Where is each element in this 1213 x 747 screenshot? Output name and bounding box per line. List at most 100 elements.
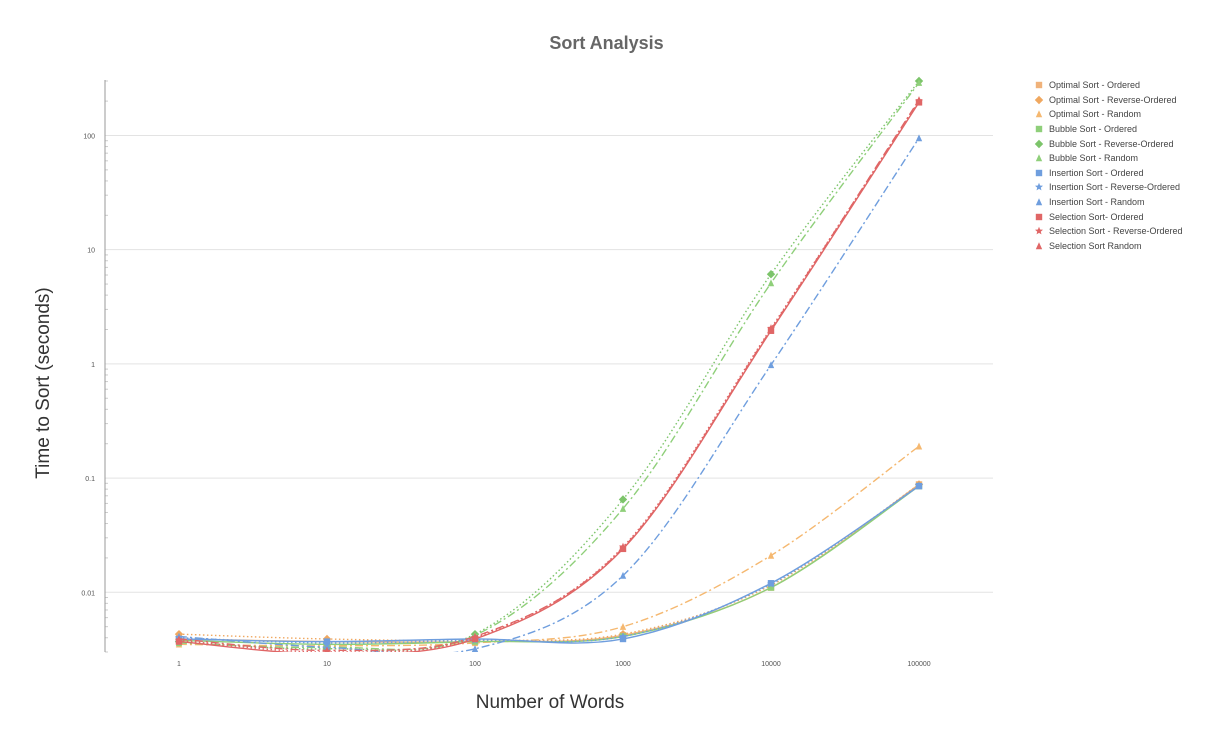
legend-label: Selection Sort - Reverse-Ordered [1049, 226, 1183, 237]
data-point [767, 584, 775, 591]
data-point [767, 361, 775, 369]
data-point [471, 645, 479, 652]
data-point [915, 96, 923, 104]
data-point [323, 638, 331, 647]
y-tick-label: 0.01 [81, 590, 95, 597]
legend-marker-icon [1035, 110, 1043, 118]
x-axis-label: Number of Words [475, 692, 625, 713]
legend-marker-icon [1035, 154, 1043, 162]
series-line [178, 101, 920, 652]
legend-label: Selection Sort- Ordered [1049, 211, 1144, 222]
data-point [767, 325, 775, 333]
legend-marker [1035, 110, 1043, 118]
data-point [767, 551, 775, 559]
legend-item[interactable]: Optimal Sort - Ordered [1034, 78, 1183, 93]
legend-marker-icon [1034, 139, 1044, 148]
series-1 [174, 480, 924, 645]
x-tick-label: 100 [469, 661, 481, 668]
legend-marker-icon [1035, 169, 1043, 177]
series-8 [175, 134, 923, 652]
series-line [178, 99, 920, 652]
legend-label: Bubble Sort - Random [1049, 153, 1139, 164]
legend-marker [1035, 125, 1043, 133]
grid-layer [105, 134, 993, 593]
data-point [619, 504, 627, 512]
data-point [619, 544, 627, 552]
y-axis-label: Time to Sort (seconds) [33, 287, 54, 479]
legend-item[interactable]: Optimal Sort - Random [1034, 107, 1183, 122]
legend-item[interactable]: Selection Sort- Ordered [1034, 209, 1183, 224]
data-point [915, 134, 923, 142]
legend-item[interactable]: Optimal Sort - Reverse-Ordered [1034, 93, 1183, 108]
legend-marker-icon [1035, 213, 1043, 220]
data-point [767, 279, 775, 287]
legend-marker-icon [1035, 198, 1043, 206]
data-point [766, 270, 776, 279]
legend-item[interactable]: Insertion Sort - Random [1034, 195, 1183, 210]
legend-item[interactable]: Insertion Sort - Reverse-Ordered [1034, 180, 1183, 195]
series-layer [174, 76, 924, 652]
series-9 [175, 99, 923, 652]
data-point [619, 571, 627, 579]
series-line [178, 485, 920, 644]
legend-marker [1035, 213, 1043, 220]
x-tick-label: 1 [177, 661, 181, 668]
legend-label: Insertion Sort - Random [1049, 197, 1145, 208]
data-point [619, 622, 627, 630]
legend-marker-icon [1035, 125, 1043, 133]
series-10 [175, 96, 923, 652]
series-line [178, 483, 920, 642]
series-line [178, 445, 920, 647]
data-point [324, 646, 330, 652]
series-line [178, 82, 920, 651]
series-line [178, 137, 920, 652]
legend-marker-icon [1035, 242, 1043, 250]
y-tick-label: 0.1 [85, 476, 95, 483]
legend-marker [1035, 227, 1043, 235]
axis-layer: 0.01 0.1 1 10 100 1 10 100 1000 10000 100000 [81, 80, 931, 668]
series-11 [175, 96, 923, 652]
legend-label: Insertion Sort - Reverse-Ordered [1049, 182, 1181, 193]
legend-item[interactable]: Bubble Sort - Ordered [1034, 122, 1183, 137]
legend-label: Optimal Sort - Random [1049, 109, 1142, 120]
legend-label: Optimal Sort - Reverse-Ordered [1049, 94, 1177, 105]
data-point [618, 495, 628, 504]
legend-label: Bubble Sort - Reverse-Ordered [1049, 138, 1174, 149]
legend-item[interactable]: Insertion Sort - Ordered [1034, 166, 1183, 181]
legend-label: Selection Sort Random [1049, 240, 1142, 251]
legend-label: Insertion Sort - Ordered [1049, 167, 1144, 178]
legend-item[interactable]: Selection Sort - Reverse-Ordered [1034, 224, 1183, 239]
legend-marker [1035, 82, 1043, 89]
legend-marker [1035, 169, 1043, 177]
data-point [619, 635, 627, 643]
legend-marker [1035, 183, 1043, 191]
data-point [175, 635, 183, 643]
chart-title: Sort Analysis [549, 33, 664, 53]
data-point [471, 632, 479, 640]
legend-marker-icon [1035, 183, 1043, 191]
y-tick-label: 100 [83, 133, 95, 140]
data-point [619, 632, 627, 640]
x-tick-label: 10 [323, 661, 331, 668]
y-tick-label: 10 [87, 248, 95, 255]
data-point [915, 442, 923, 450]
series-0 [175, 481, 923, 645]
series-3 [175, 482, 923, 648]
x-tick-label: 10000 [761, 661, 781, 668]
legend-item[interactable]: Selection Sort Random [1034, 239, 1183, 254]
legend-label: Optimal Sort - Ordered [1049, 80, 1141, 91]
data-point [767, 579, 775, 588]
legend: Optimal Sort - Ordered Optimal Sort - Rev… [1034, 78, 1183, 253]
series-line [178, 100, 920, 652]
data-point [915, 481, 923, 489]
legend-label: Bubble Sort - Ordered [1049, 124, 1138, 135]
legend-marker-icon [1035, 82, 1043, 89]
series-2 [175, 442, 923, 649]
legend-marker-icon [1034, 95, 1044, 105]
legend-marker [1034, 95, 1044, 105]
legend-item[interactable]: Bubble Sort - Reverse-Ordered [1034, 136, 1183, 151]
legend-item[interactable]: Bubble Sort - Random [1034, 151, 1183, 166]
x-tick-label: 1000 [615, 661, 631, 668]
